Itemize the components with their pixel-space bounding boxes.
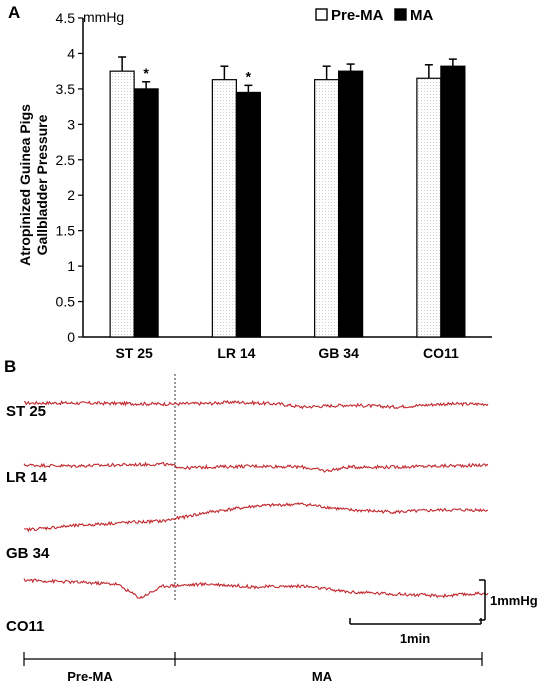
horizontal-scale-label: 1min xyxy=(400,631,430,646)
legend: Pre-MA MA xyxy=(316,7,433,24)
bar xyxy=(417,78,441,337)
pressure-traces: ST 25 LR 14 GB 34 CO11 xyxy=(6,401,488,635)
significance-marker: * xyxy=(246,68,252,84)
vertical-scale-label: 1mmHg xyxy=(490,593,538,608)
bar xyxy=(110,71,134,337)
y-tick-label: 2.5 xyxy=(56,152,76,168)
y-axis-title-line2: Gallbladder Pressure xyxy=(34,114,50,255)
trace-line xyxy=(24,579,488,599)
x-tick-label: ST 25 xyxy=(115,345,153,361)
bar xyxy=(339,71,363,337)
y-axis-title-line1: Atropinized Guinea Pigs xyxy=(17,104,33,266)
phase-label-ma: MA xyxy=(312,669,333,684)
bar xyxy=(315,80,339,337)
trace-line xyxy=(24,401,488,409)
bar-chart: 0 0.5 1 1.5 2 2.5 3 3.5 4 4.5 * ST 25 * LR 14 GB 34 CO1… xyxy=(56,10,492,361)
legend-swatch xyxy=(316,9,327,20)
x-tick-label: CO11 xyxy=(423,345,459,361)
y-tick-label: 0.5 xyxy=(56,294,76,310)
x-tick-label: GB 34 xyxy=(318,345,359,361)
trace-line xyxy=(24,463,488,473)
y-tick-label: 3.5 xyxy=(56,81,76,97)
trace-label: CO11 xyxy=(6,618,44,635)
y-tick-label: 2 xyxy=(67,187,75,203)
panel-a-label: A xyxy=(8,3,20,22)
significance-marker: * xyxy=(143,65,149,81)
y-tick-label: 1 xyxy=(67,258,75,274)
y-unit-label: mmHg xyxy=(83,9,124,25)
panel-b-label: B xyxy=(4,357,16,376)
bar xyxy=(441,66,465,337)
y-tick-label: 3 xyxy=(67,116,75,132)
y-tick-label: 0 xyxy=(67,329,75,345)
trace-line xyxy=(24,503,488,531)
bar xyxy=(236,92,260,337)
y-axis-title: Atropinized Guinea Pigs Gallbladder Pres… xyxy=(17,104,50,266)
bar xyxy=(212,80,236,337)
legend-label: MA xyxy=(410,7,433,24)
x-tick-label: LR 14 xyxy=(217,345,255,361)
y-tick-label: 4.5 xyxy=(56,10,76,26)
trace-label: LR 14 xyxy=(6,469,48,486)
legend-label: Pre-MA xyxy=(331,7,384,24)
trace-label: GB 34 xyxy=(6,545,50,562)
phase-label-pre-ma: Pre-MA xyxy=(67,669,113,684)
bar xyxy=(134,89,158,337)
y-tick-label: 1.5 xyxy=(56,223,76,239)
trace-label: ST 25 xyxy=(6,403,46,420)
y-tick-label: 4 xyxy=(67,45,75,61)
legend-swatch xyxy=(395,9,406,20)
